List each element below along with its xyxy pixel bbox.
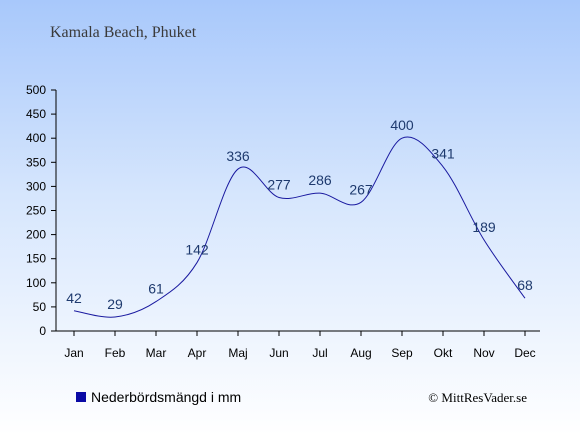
x-tick-label: Okt <box>434 346 453 360</box>
y-tick-label: 50 <box>33 300 47 314</box>
data-label: 142 <box>185 242 209 258</box>
y-tick-label: 500 <box>26 83 46 97</box>
y-tick-label: 250 <box>26 204 46 218</box>
x-tick-label: Dec <box>514 346 535 360</box>
legend-marker <box>76 392 86 402</box>
y-tick-label: 300 <box>26 179 46 193</box>
y-ticks: 0 50 100 150 200 250 300 350 400 450 500 <box>26 83 56 338</box>
data-label: 277 <box>267 176 291 192</box>
data-label: 29 <box>107 296 123 312</box>
x-tick-label: Nov <box>473 346 494 360</box>
x-tick-label: Mar <box>146 346 167 360</box>
x-ticks: Jan Feb Mar Apr Maj Jun Jul Aug Sep Okt Nov Dec <box>64 331 536 360</box>
data-label: 400 <box>390 117 414 133</box>
legend: Nederbördsmängd i mm <box>76 389 241 405</box>
y-tick-label: 100 <box>26 276 46 290</box>
x-tick-label: Apr <box>188 346 207 360</box>
chart-axes <box>55 90 540 332</box>
y-tick-label: 0 <box>39 324 46 338</box>
data-label: 286 <box>308 172 332 188</box>
x-tick-label: Jun <box>269 346 288 360</box>
y-tick-label: 200 <box>26 228 46 242</box>
x-tick-label: Jul <box>312 346 327 360</box>
data-label: 68 <box>517 277 533 293</box>
x-tick-label: Jan <box>64 346 83 360</box>
data-labels: 42 29 61 142 336 277 286 267 400 341 189 68 <box>66 117 533 312</box>
x-tick-label: Aug <box>350 346 371 360</box>
y-tick-label: 150 <box>26 252 46 266</box>
y-tick-label: 350 <box>26 155 46 169</box>
data-label: 341 <box>431 146 455 162</box>
data-label: 42 <box>66 290 82 306</box>
x-tick-label: Feb <box>105 346 126 360</box>
series-line <box>73 136 526 318</box>
y-tick-label: 400 <box>26 131 46 145</box>
data-label: 336 <box>226 148 250 164</box>
x-tick-label: Sep <box>391 346 413 360</box>
copyright-text: © MittResVader.se <box>428 390 527 405</box>
x-tick-label: Maj <box>228 346 247 360</box>
data-label: 189 <box>472 219 496 235</box>
legend-label: Nederbördsmängd i mm <box>91 389 241 405</box>
chart-title: Kamala Beach, Phuket <box>50 24 197 41</box>
data-label: 61 <box>148 281 164 297</box>
data-label: 267 <box>349 181 373 197</box>
y-tick-label: 450 <box>26 107 46 121</box>
